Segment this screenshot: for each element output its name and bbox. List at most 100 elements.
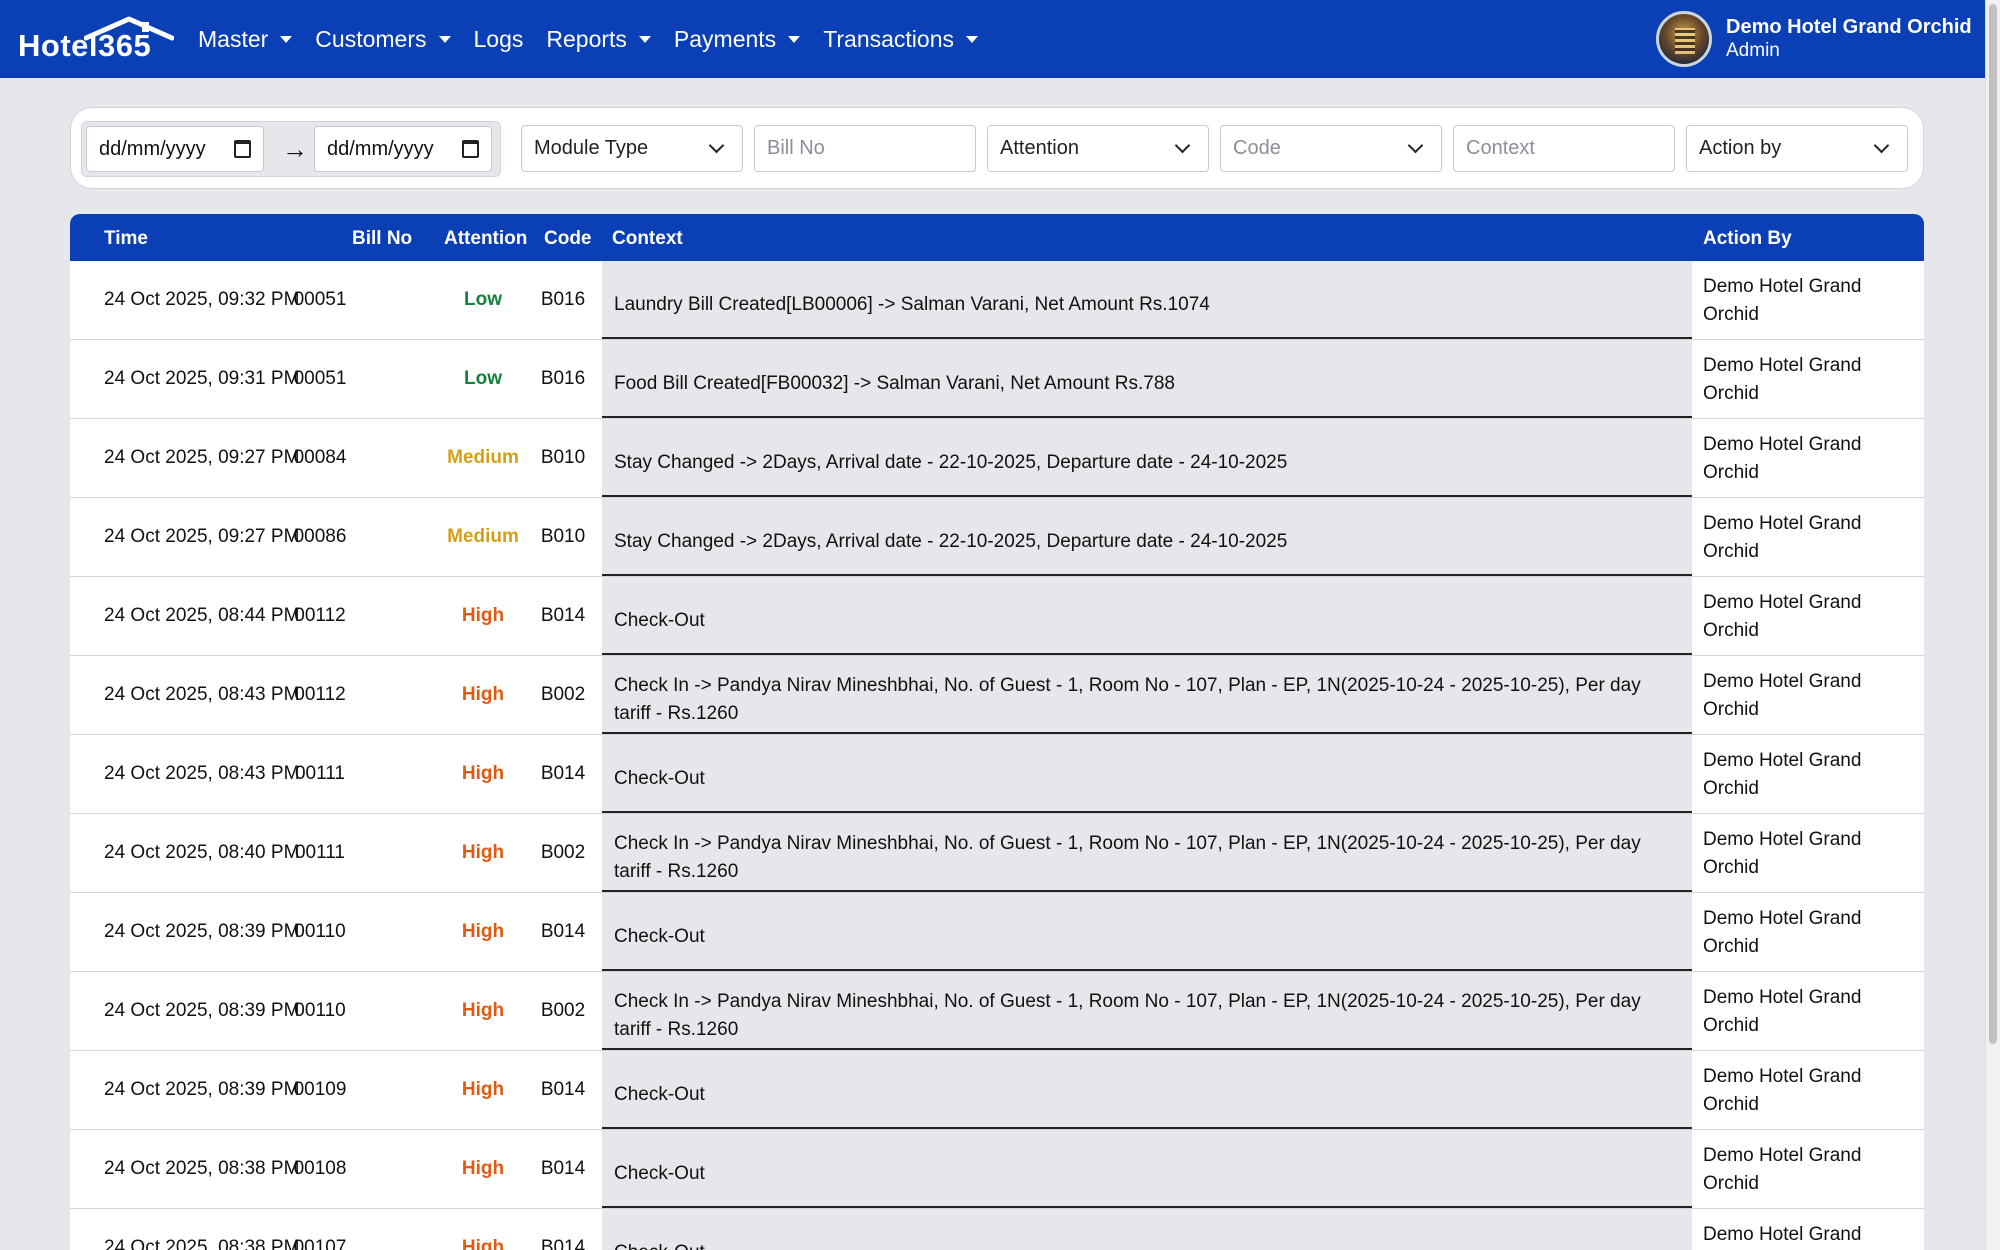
- user-profile[interactable]: Demo Hotel Grand Orchid Admin: [1656, 10, 1972, 68]
- action-by-select[interactable]: Action by: [1686, 125, 1908, 172]
- context-cell-text: Check-Out: [614, 1084, 705, 1105]
- date-to-input[interactable]: dd/mm/yyyy: [314, 126, 492, 172]
- context-cell-text: Check-Out: [614, 1163, 705, 1184]
- table-row[interactable]: 24 Oct 2025, 09:27 PM 00086 Medium B010 Stay…: [70, 498, 1924, 577]
- bill-no-cell: 00110: [280, 1000, 360, 1022]
- chevron-down-icon: [708, 137, 725, 154]
- bill-no-cell-text: 00112: [294, 684, 346, 705]
- attention-badge-text: Low: [464, 289, 502, 310]
- nav-item-label: Payments: [673, 25, 777, 52]
- code-cell-text: B002: [540, 1000, 586, 1021]
- nav-item-master[interactable]: Master: [198, 25, 293, 53]
- attention-badge-text: Medium: [447, 526, 519, 547]
- caret-down-icon: [280, 35, 293, 43]
- nav-item-reports[interactable]: Reports: [546, 26, 651, 53]
- context-cell: Check-Out: [602, 893, 1692, 971]
- table-row[interactable]: 24 Oct 2025, 08:43 PM 00112 High B002 Check …: [70, 656, 1924, 735]
- time-cell-text: 24 Oct 2025, 08:40 PM: [104, 842, 300, 863]
- user-name: Demo Hotel Grand Orchid: [1726, 16, 1972, 38]
- attention-badge-text: High: [461, 1079, 505, 1100]
- calendar-icon[interactable]: [234, 140, 251, 158]
- hotel365-logo[interactable]: Hotel365: [18, 14, 174, 64]
- time-cell-text: 24 Oct 2025, 08:39 PM: [104, 921, 300, 942]
- table-row[interactable]: 24 Oct 2025, 09:27 PM 00084 Medium B010 Stay…: [70, 419, 1924, 498]
- attention-badge-text: High: [461, 1237, 505, 1250]
- code-cell-text: B014: [540, 1158, 586, 1179]
- table-row[interactable]: 24 Oct 2025, 08:39 PM 00110 High B002 Check …: [70, 972, 1924, 1051]
- arrow-right-icon: →: [282, 134, 308, 164]
- context-cell-text: Check-Out: [614, 926, 705, 947]
- table-row[interactable]: 24 Oct 2025, 08:40 PM 00111 High B002 Check …: [70, 814, 1924, 893]
- attention-badge: High: [443, 842, 523, 864]
- page-scrollbar[interactable]: [1985, 0, 2000, 1250]
- code-cell-text: B002: [540, 842, 586, 863]
- header-bill-no[interactable]: Bill No: [352, 228, 413, 249]
- header-context[interactable]: Context: [612, 228, 683, 249]
- bill-no-cell: 00112: [280, 605, 360, 627]
- time-cell: 24 Oct 2025, 08:39 PM: [104, 1079, 299, 1101]
- time-cell-text: 24 Oct 2025, 08:38 PM: [104, 1158, 300, 1179]
- context-cell: Check-Out: [602, 1130, 1692, 1208]
- table-row[interactable]: 24 Oct 2025, 08:39 PM 00110 High B014 Check-…: [70, 893, 1924, 972]
- bill-no-cell-text: 00107: [293, 1237, 347, 1250]
- action-by-cell-text: Demo Hotel Grand Orchid: [1703, 750, 1862, 799]
- bill-no-cell-text: 00112: [294, 605, 346, 626]
- table-row[interactable]: 24 Oct 2025, 08:39 PM 00109 High B014 Check-…: [70, 1051, 1924, 1130]
- code-cell-text: B014: [540, 605, 586, 626]
- code-cell: B010: [533, 526, 593, 548]
- scrollbar-thumb[interactable]: [1989, 4, 1997, 1044]
- calendar-icon[interactable]: [462, 140, 479, 158]
- nav-item-payments[interactable]: Payments: [673, 25, 801, 53]
- table-header: Time Bill No Attention Code Context Acti…: [70, 214, 1924, 261]
- time-cell: 24 Oct 2025, 09:32 PM: [104, 289, 299, 311]
- code-cell-text: B014: [540, 921, 586, 942]
- bill-no-cell: 00108: [280, 1158, 360, 1180]
- nav-item-logs[interactable]: Logs: [474, 26, 524, 53]
- attention-badge: High: [443, 605, 523, 627]
- time-cell: 24 Oct 2025, 08:38 PM: [104, 1158, 299, 1180]
- context-cell: Check-Out: [602, 1051, 1692, 1129]
- code-cell-text: B014: [540, 1237, 586, 1250]
- attention-badge-text: Low: [464, 368, 502, 389]
- code-cell: B014: [533, 1158, 593, 1180]
- attention-select[interactable]: Attention: [987, 125, 1209, 172]
- caret-down-icon: [638, 35, 651, 43]
- context-cell: Check In -> Pandya Nirav Mineshbhai, No.…: [602, 656, 1692, 734]
- header-time[interactable]: Time: [104, 228, 149, 249]
- code-cell: B014: [533, 605, 593, 627]
- top-navbar: Hotel365 Master Customers Logs Reports Payme…: [0, 0, 1985, 78]
- time-cell-text: 24 Oct 2025, 08:39 PM: [104, 1000, 300, 1021]
- code-select[interactable]: Code: [1220, 125, 1442, 172]
- header-attention[interactable]: Attention: [444, 228, 528, 249]
- time-cell: 24 Oct 2025, 08:38 PM: [104, 1237, 299, 1250]
- time-cell: 24 Oct 2025, 09:27 PM: [104, 526, 299, 548]
- attention-badge: High: [443, 1237, 523, 1250]
- table-row[interactable]: 24 Oct 2025, 09:32 PM 00051 Low B016 Laundry…: [70, 261, 1924, 340]
- time-cell-text: 24 Oct 2025, 08:43 PM: [104, 763, 300, 784]
- action-by-cell-text: Demo Hotel Grand Orchid: [1703, 1224, 1862, 1245]
- time-cell: 24 Oct 2025, 08:39 PM: [104, 921, 299, 943]
- context-cell-text: Check In -> Pandya Nirav Mineshbhai, No.…: [614, 675, 1641, 724]
- bill-no-cell: 00111: [280, 842, 360, 864]
- table-row[interactable]: 24 Oct 2025, 08:38 PM 00108 High B014 Check-…: [70, 1130, 1924, 1209]
- table-row[interactable]: 24 Oct 2025, 09:31 PM 00051 Low B016 Food Bi…: [70, 340, 1924, 419]
- context-input[interactable]: Context: [1453, 125, 1675, 172]
- action-by-cell: Demo Hotel Grand Orchid: [1703, 984, 1913, 1040]
- attention-badge-text: High: [461, 842, 505, 863]
- chevron-down-icon: [1174, 137, 1191, 154]
- bill-no-input[interactable]: Bill No: [754, 125, 976, 172]
- action-by-cell-text: Demo Hotel Grand Orchid: [1703, 829, 1862, 878]
- hotel-avatar[interactable]: [1656, 11, 1712, 67]
- nav-item-label: Master: [198, 25, 269, 52]
- module-type-select[interactable]: Module Type: [521, 125, 743, 172]
- action-by-cell-text: Demo Hotel Grand Orchid: [1703, 1066, 1862, 1115]
- date-from-input[interactable]: dd/mm/yyyy: [86, 126, 264, 172]
- nav-item-customers[interactable]: Customers: [315, 26, 451, 53]
- table-row[interactable]: 24 Oct 2025, 08:43 PM 00111 High B014 Check-…: [70, 735, 1924, 814]
- table-row[interactable]: 24 Oct 2025, 08:44 PM 00112 High B014 Check-…: [70, 577, 1924, 656]
- caret-down-icon: [438, 35, 451, 43]
- header-action-by[interactable]: Action By: [1703, 228, 1792, 249]
- nav-item-transactions[interactable]: Transactions: [823, 26, 978, 53]
- header-code[interactable]: Code: [544, 228, 592, 249]
